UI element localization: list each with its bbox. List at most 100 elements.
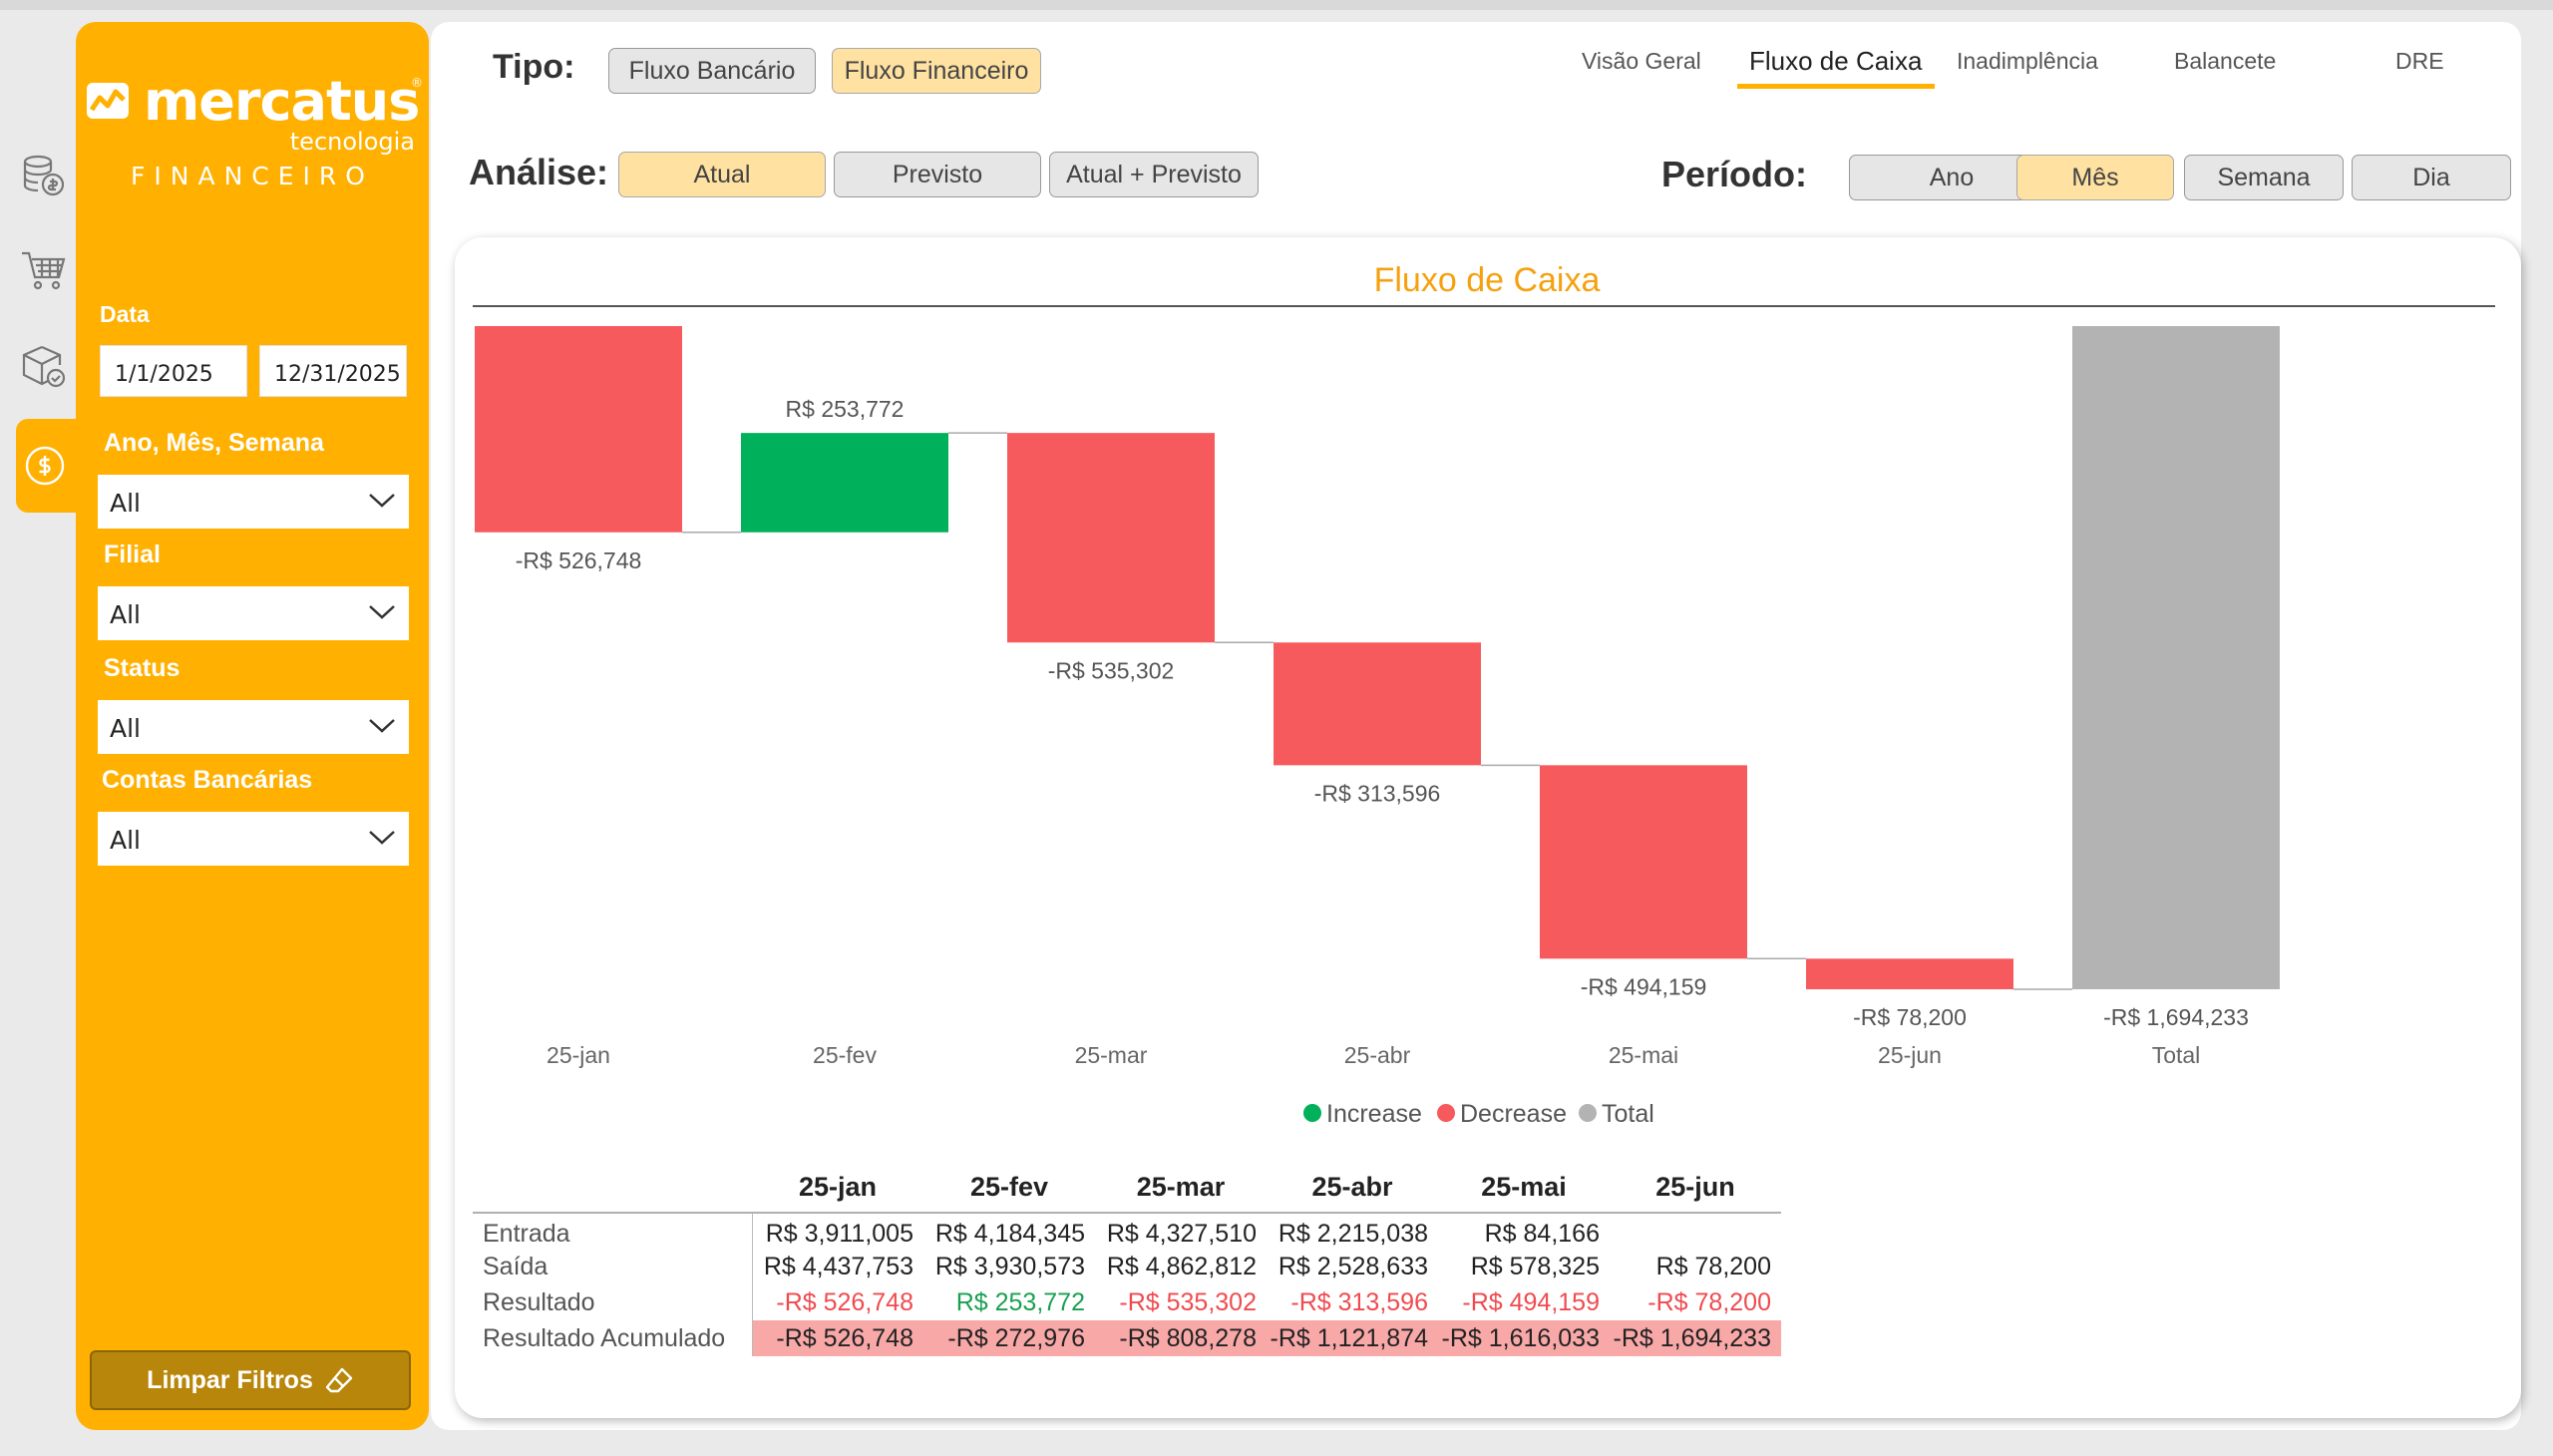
- analise-option-previsto[interactable]: Previsto: [834, 152, 1041, 197]
- branch-dropdown-value: All: [110, 600, 141, 629]
- table-cell: R$ 3,930,573: [934, 1252, 1085, 1280]
- table-cell: R$ 2,528,633: [1277, 1252, 1428, 1280]
- clear-filters-button[interactable]: Limpar Filtros: [90, 1350, 411, 1410]
- tipo-option-fluxo-financeiro[interactable]: Fluxo Financeiro: [832, 48, 1041, 94]
- date-end-input[interactable]: 12/31/2025: [259, 345, 407, 397]
- chart-bar-25-fev[interactable]: [741, 433, 948, 533]
- department-label: FINANCEIRO: [131, 162, 374, 190]
- chevron-down-icon: [369, 719, 395, 733]
- table-row-resultado-acumulado: Resultado Acumulado -R$ 526,748 -R$ 272,…: [473, 1320, 1781, 1356]
- table-cell: -R$ 526,748: [752, 1320, 923, 1356]
- company-logo: mercatus ® tecnologia: [86, 70, 425, 180]
- legend-total-marker: [1579, 1104, 1597, 1122]
- page-rail: [0, 22, 82, 1448]
- table-cell: -R$ 808,278: [1095, 1320, 1267, 1356]
- table-cell: R$ 578,325: [1470, 1252, 1600, 1280]
- tab-visao-geral[interactable]: Visão Geral: [1582, 48, 1701, 74]
- chart-x-tick-label: 25-fev: [813, 1042, 877, 1068]
- chart-data-label: -R$ 526,748: [516, 547, 642, 573]
- table-row-resultado: Resultado -R$ 526,748 R$ 253,772 -R$ 535…: [473, 1284, 1781, 1320]
- table-row-label: Saída: [473, 1249, 753, 1284]
- chart-bar-Total[interactable]: [2072, 326, 2280, 989]
- table-cell: -R$ 272,976: [923, 1320, 1095, 1356]
- period-dropdown[interactable]: All: [98, 475, 409, 529]
- tab-balancete[interactable]: Balancete: [2174, 48, 2277, 74]
- box-check-icon[interactable]: [20, 343, 68, 391]
- analise-option-atual[interactable]: Atual: [618, 152, 826, 197]
- table-cell: R$ 253,772: [955, 1287, 1085, 1316]
- chevron-down-icon: [369, 605, 395, 619]
- analise-label: Análise:: [469, 152, 609, 192]
- periodo-option-mes[interactable]: Mês: [2016, 155, 2174, 200]
- cashflow-summary-table: 25-jan 25-fev 25-mar 25-abr 25-mai 25-ju…: [473, 1163, 1781, 1356]
- chart-data-label: -R$ 494,159: [1581, 973, 1707, 999]
- chart-bar-25-mai[interactable]: [1540, 765, 1747, 959]
- waterfall-chart: -R$ 526,748 25-jan R$ 253,772 25-fev -R$ 535…: [473, 305, 2495, 1128]
- tipo-option-fluxo-bancario[interactable]: Fluxo Bancário: [608, 48, 816, 94]
- table-cell: R$ 4,862,812: [1106, 1252, 1257, 1280]
- chart-data-label: -R$ 535,302: [1048, 657, 1175, 683]
- chart-bar-25-mar[interactable]: [1007, 433, 1215, 643]
- table-column-header: 25-fev: [923, 1163, 1095, 1214]
- table-cell: -R$ 313,596: [1290, 1287, 1428, 1316]
- tab-inadimplencia[interactable]: Inadimplência: [1957, 48, 2098, 74]
- table-column-header: 25-mai: [1438, 1163, 1610, 1214]
- accounts-dropdown-value: All: [110, 826, 141, 855]
- chart-data-label: -R$ 1,694,233: [2103, 1004, 2249, 1030]
- table-column-header: 25-mar: [1095, 1163, 1267, 1214]
- table-row-label: Resultado: [473, 1284, 753, 1320]
- periodo-option-semana[interactable]: Semana: [2184, 155, 2344, 200]
- logo-wordmark: mercatus: [144, 70, 420, 133]
- eraser-icon: [325, 1368, 353, 1393]
- coins-stack-icon[interactable]: [20, 152, 68, 199]
- accounts-dropdown[interactable]: All: [98, 812, 409, 866]
- status-dropdown[interactable]: All: [98, 700, 409, 754]
- branch-filter-label: Filial: [104, 541, 161, 568]
- table-cell: R$ 4,184,345: [934, 1220, 1085, 1248]
- shopping-cart-icon[interactable]: [20, 245, 68, 293]
- table-column-header: 25-jan: [752, 1163, 923, 1214]
- chart-bar-25-jun[interactable]: [1806, 958, 2013, 989]
- filter-sidebar: mercatus ® tecnologia FINANCEIRO Data 1/…: [76, 22, 429, 1430]
- tab-fluxo-de-caixa[interactable]: Fluxo de Caixa: [1749, 46, 1923, 76]
- table-row-label: Resultado Acumulado: [473, 1320, 753, 1356]
- table-cell: R$ 4,437,753: [763, 1252, 913, 1280]
- analise-option-atual-previsto[interactable]: Atual + Previsto: [1049, 152, 1259, 197]
- date-start-input[interactable]: 1/1/2025: [100, 345, 247, 397]
- chart-title: Fluxo de Caixa: [1373, 261, 1601, 299]
- legend-decrease-label: Decrease: [1460, 1100, 1567, 1128]
- branch-dropdown[interactable]: All: [98, 586, 409, 640]
- chart-bar-25-abr[interactable]: [1274, 642, 1481, 766]
- logo-registered-mark: ®: [411, 76, 423, 90]
- table-cell: -R$ 78,200: [1647, 1287, 1771, 1316]
- period-filter-label: Ano, Mês, Semana: [104, 429, 324, 457]
- table-cell: R$ 78,200: [1655, 1252, 1771, 1280]
- status-dropdown-value: All: [110, 714, 141, 743]
- chart-data-label: -R$ 78,200: [1853, 1004, 1967, 1030]
- legend-increase-marker: [1303, 1104, 1321, 1122]
- dollar-circle-icon[interactable]: [24, 445, 72, 493]
- table-header-row: 25-jan 25-fev 25-mar 25-abr 25-mai 25-ju…: [473, 1163, 1781, 1214]
- accounts-filter-label: Contas Bancárias: [102, 766, 313, 794]
- table-cell: R$ 84,166: [1484, 1220, 1600, 1248]
- logo-mark-icon: [87, 83, 129, 119]
- chart-data-label: -R$ 313,596: [1314, 780, 1441, 806]
- status-filter-label: Status: [104, 654, 181, 682]
- table-cell: R$ 2,215,038: [1277, 1220, 1428, 1248]
- table-row-label: Entrada: [473, 1213, 753, 1249]
- periodo-label: Período:: [1661, 154, 1808, 194]
- chart-data-label: R$ 253,772: [786, 396, 905, 422]
- table-corner: [473, 1163, 752, 1214]
- table-cell: -R$ 526,748: [776, 1287, 913, 1316]
- tab-dre[interactable]: DRE: [2395, 48, 2444, 74]
- legend-total-label: Total: [1602, 1100, 1654, 1128]
- periodo-option-dia[interactable]: Dia: [2352, 155, 2511, 200]
- table-cell: -R$ 1,694,233: [1610, 1320, 1781, 1356]
- period-dropdown-value: All: [110, 489, 141, 518]
- chart-bar-25-jan[interactable]: [475, 326, 682, 533]
- window-top-strip: [0, 0, 2553, 10]
- table-cell: R$ 4,327,510: [1106, 1220, 1257, 1248]
- legend-decrease-marker: [1437, 1104, 1455, 1122]
- table-cell: [1610, 1213, 1781, 1249]
- chart-x-tick-label: 25-mai: [1609, 1042, 1678, 1068]
